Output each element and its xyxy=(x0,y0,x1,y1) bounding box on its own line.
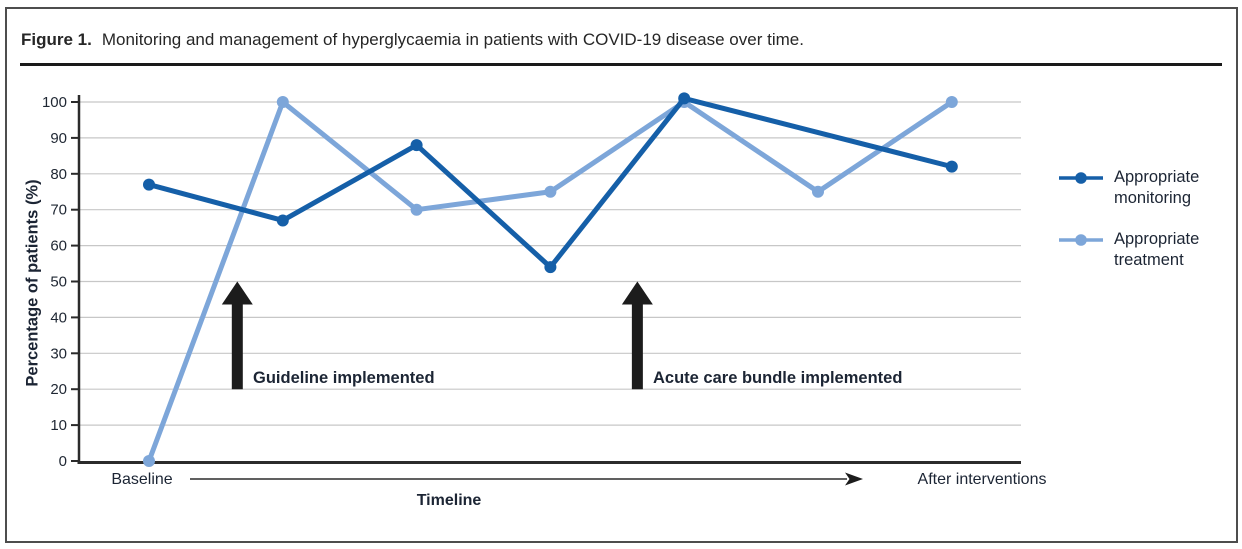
y-tick-label: 100 xyxy=(42,94,67,111)
data-point-appropriate-treatment-3 xyxy=(544,185,557,198)
legend-item-appropriate-monitoring: Appropriate monitoring xyxy=(1058,167,1199,209)
legend-label-line: monitoring xyxy=(1114,189,1192,207)
y-tick-label: 50 xyxy=(50,274,67,291)
caption-rule xyxy=(20,63,1222,66)
data-point-appropriate-monitoring-1 xyxy=(276,214,289,227)
series-line-appropriate-monitoring xyxy=(146,95,955,270)
event-arrow-1 xyxy=(621,281,653,390)
annotation-guideline-implemented: Guideline implemented xyxy=(253,369,435,387)
data-point-appropriate-monitoring-5 xyxy=(945,160,958,173)
data-point-appropriate-monitoring-4 xyxy=(678,92,691,105)
y-tick-label: 60 xyxy=(50,238,67,255)
data-point-appropriate-treatment-2 xyxy=(410,203,423,216)
y-tick-label: 70 xyxy=(50,202,67,219)
legend-label-line: treatment xyxy=(1114,251,1184,269)
y-tick-label: 30 xyxy=(50,345,67,362)
x-axis-label-after-interventions: After interventions xyxy=(917,471,1047,488)
monitoring-series-marker-icon xyxy=(1059,172,1103,184)
event-arrow-0 xyxy=(221,281,253,390)
treatment-series-marker-icon xyxy=(1059,234,1103,246)
data-point-appropriate-treatment-1 xyxy=(276,96,289,108)
y-axis-title: Percentage of patients (%) xyxy=(23,179,42,387)
y-tick-label: 40 xyxy=(50,309,67,326)
legend-item-appropriate-treatment: Appropriate treatment xyxy=(1058,229,1199,271)
y-tick-label: 20 xyxy=(50,381,67,398)
data-point-appropriate-treatment-5 xyxy=(812,185,824,198)
figure-label: Figure 1. xyxy=(21,30,92,49)
data-point-appropriate-monitoring-3 xyxy=(544,261,557,274)
y-tick-label: 90 xyxy=(50,130,67,147)
y-tick-label: 80 xyxy=(50,166,67,183)
y-tick-label: 0 xyxy=(59,453,67,470)
data-point-appropriate-treatment-0 xyxy=(143,455,155,467)
figure-caption-text: Monitoring and management of hyperglycae… xyxy=(101,30,804,49)
timeline-arrowhead-icon xyxy=(845,472,863,486)
annotation-acute-care-bundle-implemented: Acute care bundle implemented xyxy=(653,369,903,387)
figure-frame xyxy=(5,7,1238,543)
data-point-appropriate-treatment-6 xyxy=(945,96,958,108)
data-point-appropriate-monitoring-0 xyxy=(143,178,155,191)
figure-caption: Figure 1. Monitoring and management of hy… xyxy=(21,30,804,50)
legend: Appropriate monitoring Appropriate treat… xyxy=(1058,167,1199,291)
y-tick-label: 10 xyxy=(50,417,67,434)
legend-label-line: Appropriate xyxy=(1114,230,1200,248)
x-axis-title: Timeline xyxy=(416,492,482,509)
data-point-appropriate-monitoring-2 xyxy=(410,139,423,152)
x-axis-label-baseline: Baseline xyxy=(111,471,173,488)
legend-label-line: Appropriate xyxy=(1114,168,1200,186)
